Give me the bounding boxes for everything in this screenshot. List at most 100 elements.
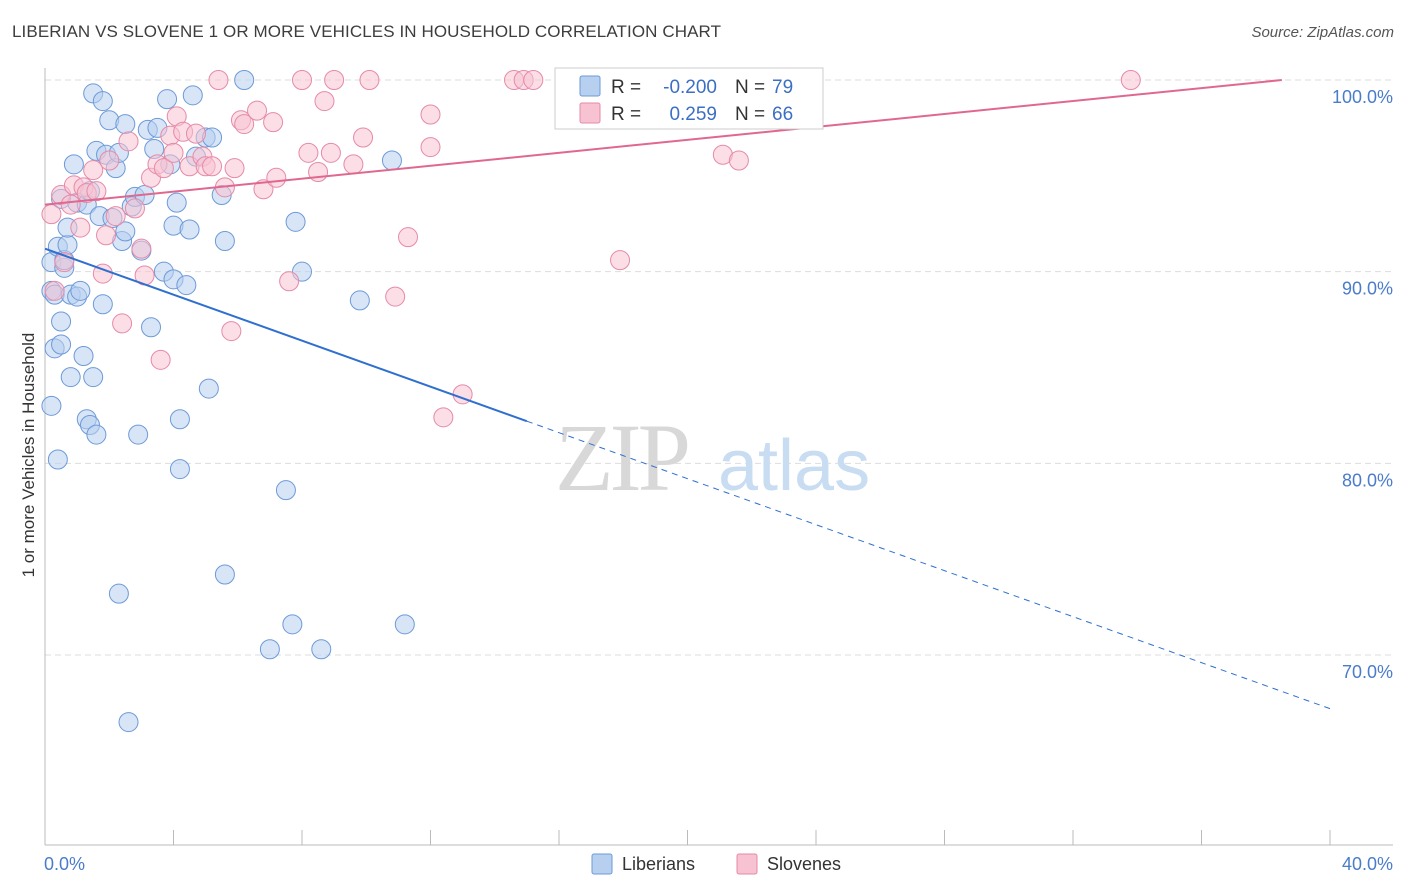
slovenes-point-25	[163, 142, 184, 163]
slovenes-point-51	[353, 127, 374, 148]
slovenes-point-55	[420, 104, 441, 125]
bottom-legend-label-liberians: Liberians	[622, 854, 695, 874]
liberians-point-64	[198, 378, 219, 399]
slovenes-point-9	[83, 160, 104, 181]
liberians-point-5	[47, 449, 68, 470]
chart-title: LIBERIAN VS SLOVENE 1 OR MORE VEHICLES I…	[12, 22, 722, 41]
liberians-point-14	[60, 367, 81, 388]
bottom-legend: Liberians Slovenes	[591, 853, 841, 875]
liberians-point-37	[108, 583, 129, 604]
watermark-atlas: atlas	[718, 426, 870, 506]
liberians-point-12	[57, 234, 78, 255]
y-axis-label: 1 or more Vehicles in Household	[19, 333, 38, 578]
liberians-point-20	[73, 346, 94, 366]
legend-box: R = -0.200 N = 79 R = 0.259 N = 66	[554, 67, 824, 130]
liberians-point-52	[157, 89, 178, 110]
liberians-point-39	[115, 221, 136, 242]
liberians-point-0	[41, 395, 62, 416]
slovenes-point-62	[610, 250, 631, 271]
slovenes-point-10	[86, 181, 107, 202]
liberians-point-48	[141, 317, 162, 338]
slovenes-point-14	[105, 206, 126, 227]
liberians-point-57	[169, 459, 190, 480]
slovenes-point-52	[359, 70, 380, 90]
slovenes-point-41	[263, 112, 284, 133]
liberians-point-31	[92, 91, 113, 112]
legend-r-label-2: R =	[611, 104, 641, 125]
slovenes-point-22	[150, 349, 171, 370]
y-tick-label-80: 80.0%	[1342, 470, 1393, 490]
slovenes-point-6	[70, 217, 91, 238]
legend-n-value-2: 66	[772, 104, 793, 125]
liberians-point-26	[83, 367, 104, 388]
slovenes-point-29	[185, 123, 206, 144]
slovenes-point-61	[523, 70, 544, 90]
liberians-point-16	[63, 154, 84, 175]
slovenes-point-50	[343, 154, 364, 175]
liberians-point-41	[118, 712, 139, 733]
slovenes-point-4	[60, 194, 81, 215]
slovenes-point-39	[247, 100, 268, 121]
slovenes-point-45	[298, 142, 319, 163]
liberians-point-7	[51, 334, 72, 355]
slovenes-point-56	[420, 137, 441, 158]
slovenes-point-44	[292, 70, 312, 90]
slovenes-point-15	[112, 313, 133, 334]
legend-r-label-1: R =	[611, 77, 641, 98]
liberians-point-19	[70, 280, 91, 301]
legend-swatch-liberians	[579, 75, 601, 97]
slovenes-point-42	[266, 167, 287, 188]
slovenes-point-18	[131, 238, 152, 259]
liberians-point-66	[214, 564, 235, 585]
slovenes-point-12	[96, 225, 117, 246]
slovenes-point-0	[41, 204, 62, 225]
slovenes-point-17	[124, 198, 145, 219]
liberians-point-30	[92, 294, 113, 315]
liberians-point-40	[115, 114, 136, 135]
slovenes-trend-line	[44, 79, 1282, 206]
slovenes-point-47	[314, 91, 335, 112]
slovenes-points	[41, 70, 1141, 428]
slovenes-point-38	[234, 114, 255, 135]
x-tick-label-min: 0.0%	[44, 854, 85, 874]
liberians-point-8	[51, 311, 72, 332]
trend-lines	[44, 79, 1331, 710]
liberians-point-56	[166, 192, 187, 213]
liberians-point-70	[275, 480, 296, 501]
bottom-legend-swatch-slovenes	[736, 853, 758, 875]
liberians-point-71	[282, 614, 303, 635]
slovenes-point-48	[320, 142, 341, 163]
y-tick-label-100: 100.0%	[1332, 87, 1393, 107]
slovenes-point-13	[99, 150, 120, 171]
y-tick-label-70: 70.0%	[1342, 662, 1393, 682]
slovenes-point-40	[253, 179, 274, 200]
y-tick-label-90: 90.0%	[1342, 279, 1393, 299]
slovenes-point-32	[202, 156, 223, 177]
liberians-point-61	[182, 85, 203, 106]
liberians-point-58	[169, 409, 190, 430]
liberians-point-69	[259, 639, 280, 660]
slovenes-point-43	[279, 271, 300, 292]
slovenes-point-54	[398, 227, 419, 248]
slovenes-point-1	[44, 280, 65, 301]
bottom-legend-swatch-liberians	[591, 853, 613, 875]
liberians-point-75	[349, 290, 370, 311]
bottom-legend-label-slovenes: Slovenes	[767, 854, 841, 874]
liberians-point-77	[394, 614, 415, 635]
liberians-point-44	[128, 424, 149, 445]
slovenes-point-35	[221, 321, 242, 342]
slovenes-point-64	[728, 150, 749, 171]
legend-swatch-slovenes	[579, 102, 601, 124]
liberians-point-28	[86, 424, 107, 445]
x-tick-label-max: 40.0%	[1342, 854, 1393, 874]
legend-n-label-2: N =	[735, 104, 765, 125]
liberians-point-59	[176, 275, 197, 296]
liberians-point-68	[234, 70, 255, 90]
slovenes-point-36	[224, 158, 245, 179]
y-tick-labels: 70.0% 80.0% 90.0% 100.0%	[1332, 87, 1393, 682]
liberians-point-72	[285, 211, 306, 232]
axes	[44, 68, 1393, 846]
slovenes-point-57	[433, 407, 454, 428]
slovenes-point-49	[324, 70, 345, 90]
